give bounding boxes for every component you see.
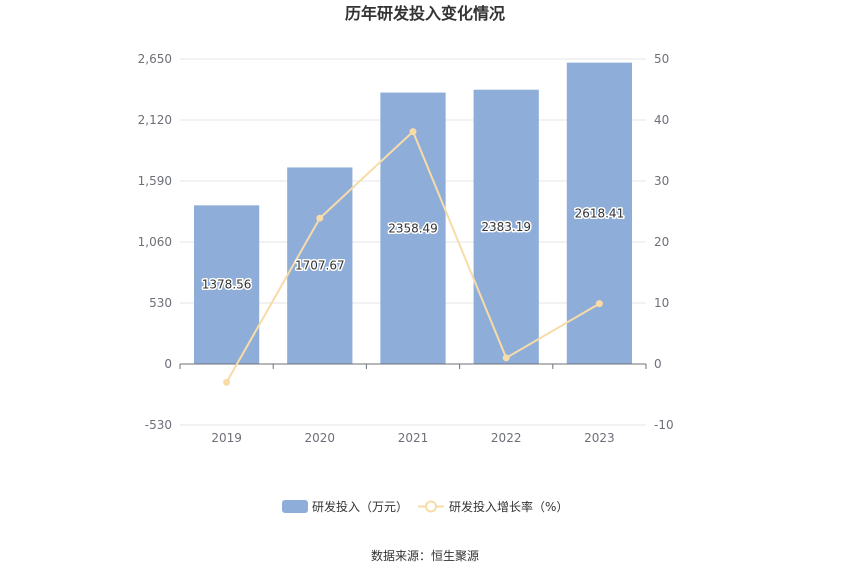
left-tick-label: 1,060 — [138, 235, 172, 249]
chart-title: 历年研发投入变化情况 — [345, 4, 505, 23]
line-point — [409, 128, 417, 136]
line-point — [223, 378, 231, 386]
x-tick-label: 2020 — [305, 431, 336, 445]
bar — [380, 92, 446, 364]
bar-data-label: 2383.19 — [481, 220, 531, 234]
left-tick-label: 2,120 — [138, 113, 172, 127]
right-tick-label: 50 — [654, 52, 669, 66]
legend-item-bar[interactable]: 研发投入（万元） — [282, 499, 408, 514]
line-point — [502, 354, 510, 362]
legend-item-line[interactable]: 研发投入增长率（%） — [418, 499, 568, 514]
legend-line-label: 研发投入增长率（%） — [449, 499, 568, 514]
bar-data-label: 2358.49 — [388, 221, 438, 235]
line-point — [595, 300, 603, 308]
legend-line-marker — [425, 500, 437, 513]
line-point — [316, 214, 324, 222]
left-tick-label: -530 — [145, 418, 172, 432]
x-tick-label: 2022 — [491, 431, 522, 445]
right-tick-label: -10 — [654, 418, 674, 432]
x-tick-label: 2023 — [584, 431, 615, 445]
x-axis: 2019 2020 2021 2022 2023 — [179, 363, 647, 445]
left-y-axis: 2,650 2,120 1,590 1,060 530 0 -530 — [138, 52, 172, 432]
right-tick-label: 20 — [654, 235, 669, 249]
right-tick-label: 10 — [654, 296, 669, 310]
bar — [287, 167, 353, 364]
legend[interactable]: 研发投入（万元） 研发投入增长率（%） — [282, 499, 568, 514]
right-y-axis: 50 40 30 20 10 0 -10 — [654, 52, 674, 432]
bar-data-label: 2618.41 — [575, 206, 625, 220]
legend-bar-label: 研发投入（万元） — [312, 499, 408, 514]
source-note: 数据来源：恒生聚源 — [371, 548, 479, 563]
bar-series — [193, 62, 633, 365]
left-tick-label: 530 — [149, 296, 172, 310]
bar — [566, 62, 633, 364]
right-tick-label: 0 — [654, 357, 662, 371]
bar-data-label: 1378.56 — [202, 278, 252, 292]
data-labels: 1378.56 1707.67 2358.49 2383.19 2618.41 — [200, 205, 625, 293]
left-tick-label: 0 — [164, 357, 172, 371]
x-tick-label: 2021 — [398, 431, 429, 445]
bar-data-label: 1707.67 — [295, 259, 345, 273]
line-series — [223, 128, 603, 386]
left-tick-label: 2,650 — [138, 52, 172, 66]
legend-bar-swatch — [282, 500, 308, 513]
bar — [193, 205, 260, 364]
right-tick-label: 40 — [654, 113, 669, 127]
right-tick-label: 30 — [654, 174, 669, 188]
left-tick-label: 1,590 — [138, 174, 172, 188]
x-tick-label: 2019 — [211, 431, 242, 445]
bar — [473, 89, 539, 365]
